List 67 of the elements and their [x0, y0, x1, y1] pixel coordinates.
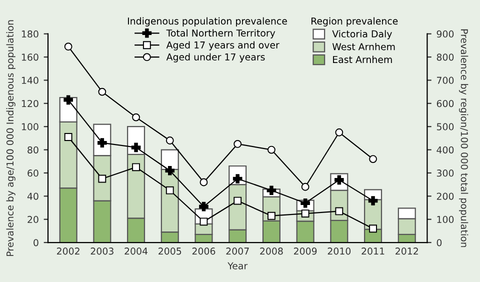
point — [200, 218, 208, 226]
legend-label: East Arnhem — [333, 56, 392, 64]
text: Region prevalence — [311, 17, 398, 26]
y2-tick-label: 500 — [436, 123, 454, 130]
legend-label: Aged 17 years and over — [166, 41, 280, 50]
legend-label: West Arnhem — [332, 42, 395, 50]
point — [98, 174, 106, 183]
x-axis-title: Year — [228, 262, 248, 270]
x-tick-label: 2012 — [396, 248, 418, 255]
point — [98, 88, 106, 96]
point — [369, 155, 377, 164]
y2-tick-label: 800 — [436, 54, 454, 61]
point — [268, 146, 276, 154]
point — [132, 113, 140, 122]
x-tick-label: 2010 — [328, 248, 351, 255]
point — [234, 140, 242, 148]
point — [199, 202, 208, 212]
point — [335, 128, 344, 136]
y2-axis-title: Prevalence by region/100 000 total population — [459, 29, 468, 248]
x-tick-label: 2009 — [294, 248, 317, 255]
y2-tick-label: 0 — [436, 239, 442, 246]
x-tick-label: 2011 — [362, 248, 384, 255]
y-tick-label: 140 — [22, 76, 38, 84]
y-tick-label: 160 — [22, 54, 38, 61]
y-tick-label: 0 — [34, 239, 38, 246]
point — [335, 207, 344, 216]
y-axis-title: Prevalence by age/100 000 Indigenous population — [6, 20, 16, 256]
y2-tick-label: 900 — [436, 30, 454, 38]
point — [165, 166, 175, 176]
point — [369, 224, 377, 233]
x-tick-label: 2004 — [124, 248, 148, 255]
y-tick-label: 80 — [28, 146, 38, 154]
text: Indigenous population prevalence — [128, 17, 287, 26]
legend-label: Total Northern Territory — [166, 29, 276, 38]
x-tick-label: 2002 — [56, 248, 80, 255]
point — [301, 182, 310, 191]
point — [368, 196, 378, 206]
x-tick-label: 2007 — [226, 248, 249, 255]
y-tick-label: 100 — [22, 123, 38, 130]
point — [64, 42, 72, 51]
point — [200, 178, 208, 186]
legend-label: Aged under 17 years — [166, 53, 265, 62]
x-tick-label: 2006 — [192, 248, 216, 255]
y-tick-label: 20 — [28, 216, 38, 224]
y2-tick-label: 400 — [436, 146, 454, 154]
y-tick-label: 40 — [27, 192, 38, 200]
y2-tick-label: 200 — [436, 192, 454, 200]
y-tick-label: 120 — [22, 100, 38, 108]
y-tick-label: 180 — [22, 30, 38, 38]
point — [64, 95, 73, 105]
point — [166, 136, 174, 144]
y2-tick-label: 700 — [437, 76, 454, 84]
point — [268, 212, 276, 220]
point — [266, 186, 276, 195]
y2-tick-label: 600 — [436, 100, 454, 108]
x-tick-label: 2005 — [158, 248, 182, 255]
y2-tick-label: 300 — [436, 170, 454, 177]
point — [131, 142, 141, 152]
y2-tick-label: 100 — [437, 216, 454, 224]
y-tick-label: 60 — [28, 170, 38, 177]
point — [234, 196, 242, 205]
point — [64, 133, 72, 141]
point — [132, 163, 140, 172]
x-tick-label: 2003 — [90, 248, 114, 255]
point — [166, 186, 174, 194]
x-tick-label: 2008 — [260, 248, 283, 255]
legend-label: Victoria Daly — [332, 30, 392, 40]
